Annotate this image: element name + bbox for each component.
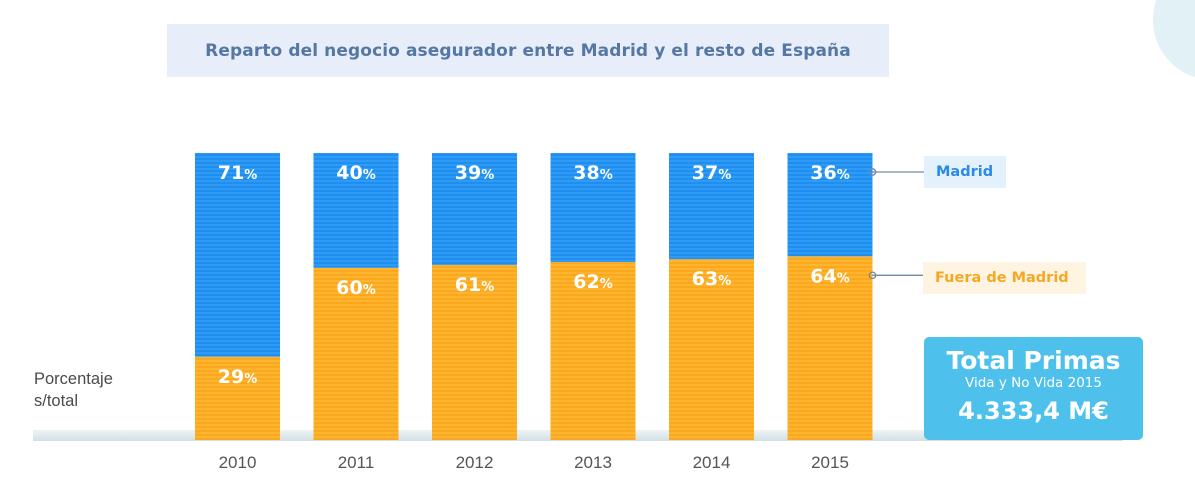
bar-fuera-de-madrid-2013 (550, 262, 636, 440)
total-primas-title: Total Primas (946, 346, 1121, 375)
bar-fuera-de-madrid-2014 (669, 259, 754, 440)
legend-connector-dot (868, 271, 877, 280)
value-label-madrid-2011: 40% (336, 162, 375, 184)
bar-fuera-de-madrid-2012 (432, 264, 517, 440)
bar-fuera-de-madrid-2010 (195, 356, 280, 440)
legend-connector-dot (868, 168, 877, 176)
bar-madrid-2011 (313, 153, 399, 268)
legend-madrid: Madrid (924, 156, 1006, 188)
y-axis-label-line-2: s/total (34, 392, 79, 410)
x-tick-label-2010: 2010 (219, 453, 257, 472)
x-tick-label-2015: 2015 (811, 453, 849, 472)
value-label-madrid-2012: 39% (455, 162, 494, 184)
bar-fuera-de-madrid-2011 (313, 267, 399, 440)
total-primas-box: Total Primas Vida y No Vida 2015 4.333,4… (924, 337, 1143, 440)
x-tick-label-2014: 2014 (693, 453, 731, 472)
bar-madrid-2014 (669, 153, 754, 260)
value-label-madrid-2013: 38% (573, 162, 612, 184)
x-tick-label-2012: 2012 (456, 453, 494, 472)
legend-fuera-de-madrid: Fuera de Madrid (923, 262, 1086, 294)
chart-title-box: Reparto del negocio asegurador entre Mad… (167, 24, 889, 77)
legend-madrid-label: Madrid (936, 164, 994, 180)
legend-fuera-label: Fuera de Madrid (935, 270, 1069, 286)
value-label-fuera-de-madrid-2015: 64% (810, 265, 849, 287)
value-label-fuera-de-madrid-2011: 60% (336, 277, 375, 299)
total-primas-value: 4.333,4 M€ (958, 397, 1109, 425)
chart-title: Reparto del negocio asegurador entre Mad… (205, 40, 851, 61)
value-label-madrid-2015: 36% (810, 162, 849, 184)
bar-madrid-2010 (195, 153, 280, 357)
total-primas-subtitle: Vida y No Vida 2015 (965, 375, 1102, 391)
value-label-fuera-de-madrid-2014: 63% (692, 268, 731, 290)
y-axis-label-line-1: Porcentaje (34, 370, 113, 388)
value-label-fuera-de-madrid-2012: 61% (455, 274, 494, 296)
value-label-madrid-2010: 71% (218, 162, 257, 184)
bar-madrid-2015 (787, 153, 873, 257)
x-tick-label-2011: 2011 (338, 453, 375, 472)
bar-madrid-2012 (432, 153, 517, 265)
value-label-madrid-2014: 37% (692, 162, 731, 184)
value-label-fuera-de-madrid-2010: 29% (218, 366, 257, 388)
y-axis-label: Porcentaje s/total (34, 368, 113, 412)
bar-madrid-2013 (550, 153, 636, 263)
bar-fuera-de-madrid-2015 (787, 256, 873, 440)
x-tick-label-2013: 2013 (574, 453, 612, 472)
value-label-fuera-de-madrid-2013: 62% (573, 271, 612, 293)
